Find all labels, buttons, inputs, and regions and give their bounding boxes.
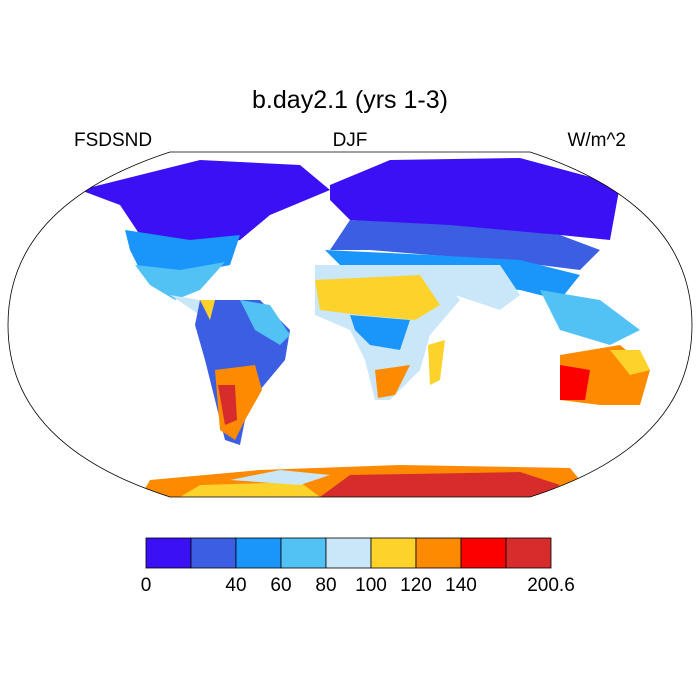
colorbar: 0 40 60 80 100 120 140 200.6 xyxy=(141,537,575,596)
colorbar-box xyxy=(415,537,462,569)
units-label: W/m^2 xyxy=(567,130,626,151)
colorbar-label: 140 xyxy=(445,575,477,596)
colorbar-label: 60 xyxy=(270,575,291,596)
colorbar-label: 120 xyxy=(400,575,432,596)
colorbar-label: 100 xyxy=(355,575,387,596)
colorbar-label: 0 xyxy=(141,575,152,596)
colorbar-box xyxy=(235,537,282,569)
colorbar-box xyxy=(280,537,327,569)
colorbar-box xyxy=(145,537,192,569)
land xyxy=(80,158,650,497)
colorbar-box xyxy=(325,537,372,569)
colorbar-box xyxy=(505,537,552,569)
colorbar-box xyxy=(370,537,417,569)
title: b.day2.1 (yrs 1-3) xyxy=(252,86,448,114)
season-label: DJF xyxy=(333,130,368,151)
colorbar-label: 40 xyxy=(225,575,246,596)
colorbar-box xyxy=(460,537,507,569)
colorbar-label: 80 xyxy=(315,575,336,596)
colorbar-label: 200.6 xyxy=(527,575,575,596)
map-area xyxy=(7,151,693,498)
map-outline xyxy=(7,151,693,498)
colorbar-box xyxy=(190,537,237,569)
variable-label: FSDSND xyxy=(74,130,152,151)
